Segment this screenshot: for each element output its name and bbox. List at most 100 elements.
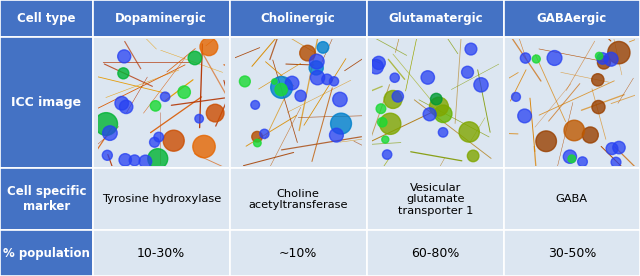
Circle shape <box>150 137 159 147</box>
Circle shape <box>188 51 202 65</box>
Circle shape <box>459 122 479 142</box>
Circle shape <box>438 128 448 137</box>
Circle shape <box>536 131 556 152</box>
Text: ICC image: ICC image <box>12 96 81 109</box>
Bar <box>367 168 504 230</box>
Circle shape <box>518 109 531 123</box>
Circle shape <box>423 108 436 121</box>
Circle shape <box>178 86 190 98</box>
Circle shape <box>310 54 324 69</box>
Circle shape <box>532 55 540 63</box>
Circle shape <box>582 127 598 143</box>
Text: 30-50%: 30-50% <box>548 247 596 260</box>
Circle shape <box>148 149 168 169</box>
Circle shape <box>154 132 164 142</box>
Circle shape <box>193 136 215 158</box>
Bar <box>0 0 93 37</box>
Text: Dopaminergic: Dopaminergic <box>115 12 207 25</box>
Circle shape <box>564 120 584 141</box>
Circle shape <box>285 76 299 90</box>
Circle shape <box>119 154 131 166</box>
Circle shape <box>392 91 403 102</box>
Text: Glutamatergic: Glutamatergic <box>388 12 483 25</box>
Text: Vesicular
glutamate
transporter 1: Vesicular glutamate transporter 1 <box>397 183 473 216</box>
Circle shape <box>102 150 113 160</box>
Text: Choline
acetyltransferase: Choline acetyltransferase <box>248 189 348 210</box>
Circle shape <box>563 150 577 163</box>
Circle shape <box>591 74 604 86</box>
Circle shape <box>378 118 387 127</box>
Circle shape <box>139 155 152 168</box>
Circle shape <box>578 157 588 167</box>
Circle shape <box>271 76 292 98</box>
Circle shape <box>206 104 224 122</box>
Circle shape <box>611 157 621 167</box>
Text: GABAergic: GABAergic <box>537 12 607 25</box>
Circle shape <box>118 68 129 79</box>
Circle shape <box>300 45 316 61</box>
Bar <box>0 230 93 276</box>
Circle shape <box>429 97 449 116</box>
Bar <box>504 37 640 168</box>
Circle shape <box>380 113 401 134</box>
Circle shape <box>331 113 351 134</box>
Circle shape <box>200 38 218 56</box>
Circle shape <box>333 92 347 107</box>
Bar <box>0 168 93 230</box>
Text: ~10%: ~10% <box>279 247 317 260</box>
Bar <box>230 168 367 230</box>
Bar <box>230 230 367 276</box>
Circle shape <box>384 91 402 108</box>
Bar <box>0 37 93 168</box>
Bar <box>504 230 640 276</box>
Bar <box>504 0 640 37</box>
Text: Cell specific
marker: Cell specific marker <box>6 185 86 213</box>
Circle shape <box>252 131 262 142</box>
Bar <box>93 168 230 230</box>
Circle shape <box>251 100 260 109</box>
Circle shape <box>547 51 562 65</box>
Circle shape <box>465 43 477 55</box>
Circle shape <box>317 42 329 53</box>
Circle shape <box>474 78 488 92</box>
Circle shape <box>102 126 117 140</box>
Circle shape <box>95 113 118 136</box>
Text: 10-30%: 10-30% <box>137 247 186 260</box>
Text: 60-80%: 60-80% <box>411 247 460 260</box>
Circle shape <box>597 56 611 69</box>
Circle shape <box>195 114 204 123</box>
Circle shape <box>150 101 161 111</box>
Circle shape <box>260 129 269 139</box>
Text: Cell type: Cell type <box>17 12 76 25</box>
Circle shape <box>568 155 575 163</box>
Circle shape <box>376 104 386 113</box>
Text: Tyrosine hydroxylase: Tyrosine hydroxylase <box>102 194 221 205</box>
Circle shape <box>309 61 323 75</box>
Circle shape <box>421 71 435 84</box>
Circle shape <box>275 83 287 96</box>
Circle shape <box>431 93 442 105</box>
Bar <box>230 0 367 37</box>
Text: % population: % population <box>3 247 90 260</box>
Circle shape <box>239 76 250 87</box>
Circle shape <box>295 90 306 102</box>
Circle shape <box>467 150 479 162</box>
Circle shape <box>612 141 625 154</box>
Circle shape <box>595 52 603 60</box>
Bar <box>367 0 504 37</box>
Circle shape <box>597 53 609 64</box>
Circle shape <box>382 136 389 143</box>
Bar <box>93 230 230 276</box>
Bar <box>367 37 504 168</box>
Circle shape <box>383 150 392 159</box>
Circle shape <box>435 105 452 123</box>
Bar <box>93 0 230 37</box>
Bar <box>93 37 230 168</box>
Circle shape <box>369 60 383 74</box>
Circle shape <box>253 139 261 147</box>
Circle shape <box>161 92 170 101</box>
Circle shape <box>310 70 324 85</box>
Circle shape <box>511 92 520 101</box>
Circle shape <box>120 100 133 113</box>
Circle shape <box>592 100 605 114</box>
